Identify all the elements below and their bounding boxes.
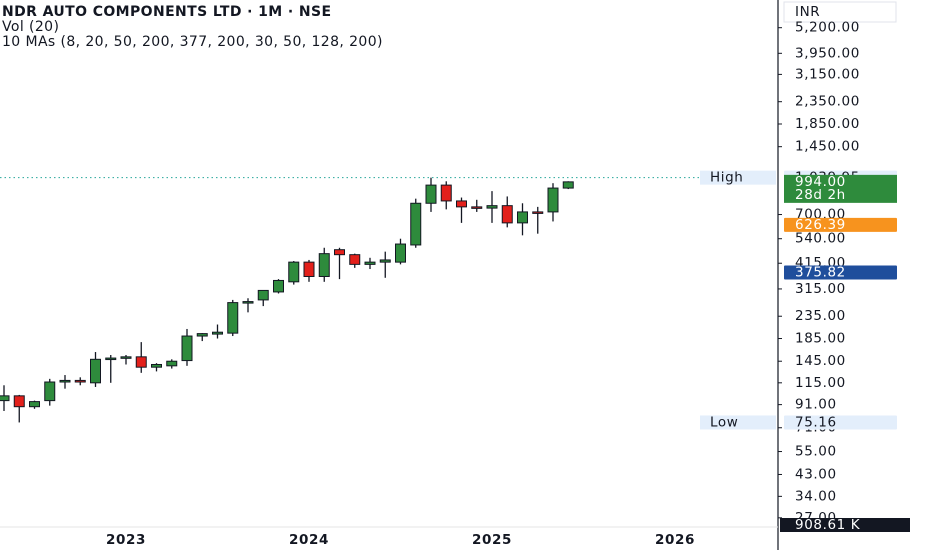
marker-name-box [700,415,776,430]
candle-body [181,335,193,362]
y-tick-label: 235.00 [795,308,846,324]
currency[interactable]: INR [795,4,820,20]
y-tick-label: 540.00 [795,231,846,247]
candle-body [90,358,101,384]
y-tick-label: 91.00 [795,397,837,413]
indicator: Vol (20) [2,19,59,35]
ma-label-box [784,265,897,280]
low-marker: 75.16 [795,414,837,430]
y-tick-label: 34.00 [795,488,837,504]
plot-area [0,177,778,423]
y-tick-label: 5,200.00 [795,20,860,36]
y-tick-label: 185.00 [795,331,846,347]
candle-body [379,259,391,263]
candle-body [120,356,132,359]
candle-body [0,395,10,402]
candle-body [257,289,269,301]
x-tick-label: 2024 [289,532,329,548]
y-tick-label: 43.00 [795,466,837,482]
volume-box [780,518,910,532]
x-tick-label: 2023 [106,532,146,548]
last-price-box [784,174,897,203]
y-tick-label: 315.00 [795,281,846,297]
candle-body [532,211,544,214]
y-tick-label: 3,950.00 [795,45,860,61]
candle-body [440,184,452,202]
candle-body [44,381,56,402]
candle-body [395,243,406,263]
candle-body [166,360,178,367]
candle-body [349,254,361,265]
candle-body [29,401,40,408]
candle-body [501,205,513,224]
candle-body [456,200,467,208]
ma-label-box [784,217,897,232]
y-tick-label: 2,350.00 [795,94,860,110]
candle-body [547,187,559,213]
last-price: 994.00 [795,174,846,190]
y-tick-label: 3,150.00 [795,66,860,82]
candle-body [486,205,498,209]
marker-name: Low [710,414,738,430]
marker-name-box [700,170,776,185]
candle-body [288,261,300,283]
chart-title: NDR AUTO COMPONENTS LTD · 1M · NSE [2,4,331,20]
ma-label: 626.39 [795,217,846,233]
indicator: 10 MAs (8, 20, 50, 200, 377, 200, 30, 50… [2,34,383,50]
y-tick-label: 55.00 [795,444,837,460]
candle-body [242,301,254,304]
volume-label: 908.61 K [795,517,861,533]
candle-body [364,261,376,265]
candle-body [151,363,162,368]
candle-body [74,379,86,383]
candle-body [227,302,239,334]
candle-body [59,379,71,383]
x-tick-label: 2025 [472,532,512,548]
y-tick-label: 145.00 [795,353,846,369]
candle-body [562,181,574,189]
low-marker-box [784,415,897,430]
candle-body [196,333,208,337]
candle-body [273,279,284,293]
candle-body [425,184,437,204]
candle-body [212,331,223,335]
candle-body [334,249,345,256]
candle-body [410,202,422,246]
currency-box[interactable] [783,1,897,23]
y-tick-label: 1,850.00 [795,116,860,132]
y-tick-label: 115.00 [795,375,846,391]
ma-label: 375.82 [795,264,846,280]
candle-body [318,253,330,277]
candle-body [517,211,528,224]
candle-body [135,356,147,368]
countdown: 28d 2h [795,187,846,203]
candle-body [471,206,483,209]
y-tick-label: 1,450.00 [795,139,860,155]
x-tick-label: 2026 [655,532,695,548]
candle-body [105,357,117,361]
candle-body [303,261,315,277]
candle-body [13,395,25,408]
marker-name: High [710,170,743,186]
